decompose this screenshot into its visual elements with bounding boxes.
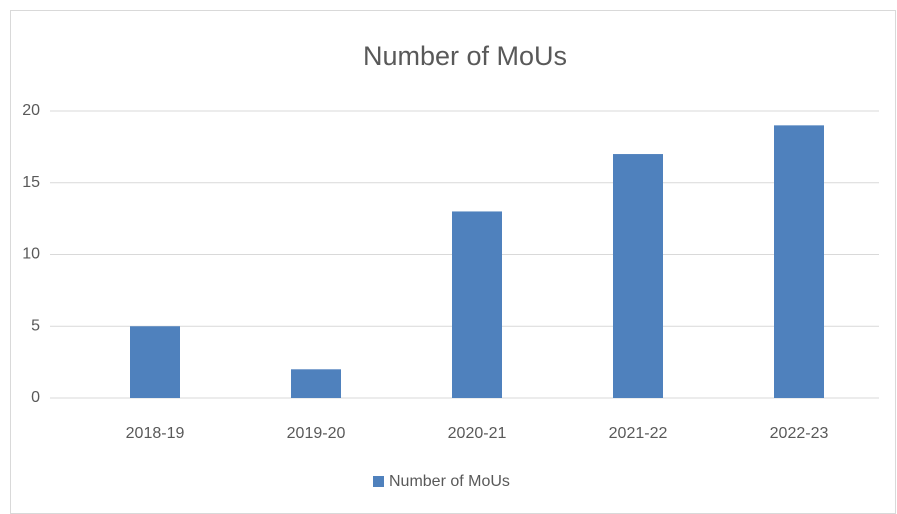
- bar: [130, 326, 180, 398]
- x-tick-label: 2020-21: [448, 425, 507, 442]
- legend-swatch: [373, 476, 384, 487]
- bar: [774, 125, 824, 398]
- bar: [291, 369, 341, 398]
- chart-title: Number of MoUs: [363, 41, 567, 71]
- y-tick-label: 15: [22, 174, 40, 191]
- y-tick-label: 5: [31, 317, 40, 334]
- legend-label: Number of MoUs: [389, 473, 510, 490]
- x-tick-label: 2021-22: [609, 425, 668, 442]
- x-tick-label: 2022-23: [770, 425, 829, 442]
- x-tick-label: 2019-20: [287, 425, 346, 442]
- bar: [613, 154, 663, 398]
- y-tick-label: 10: [22, 246, 40, 263]
- y-tick-label: 0: [31, 389, 40, 406]
- x-tick-label: 2018-19: [126, 425, 185, 442]
- y-tick-label: 20: [22, 102, 40, 119]
- bar: [452, 211, 502, 398]
